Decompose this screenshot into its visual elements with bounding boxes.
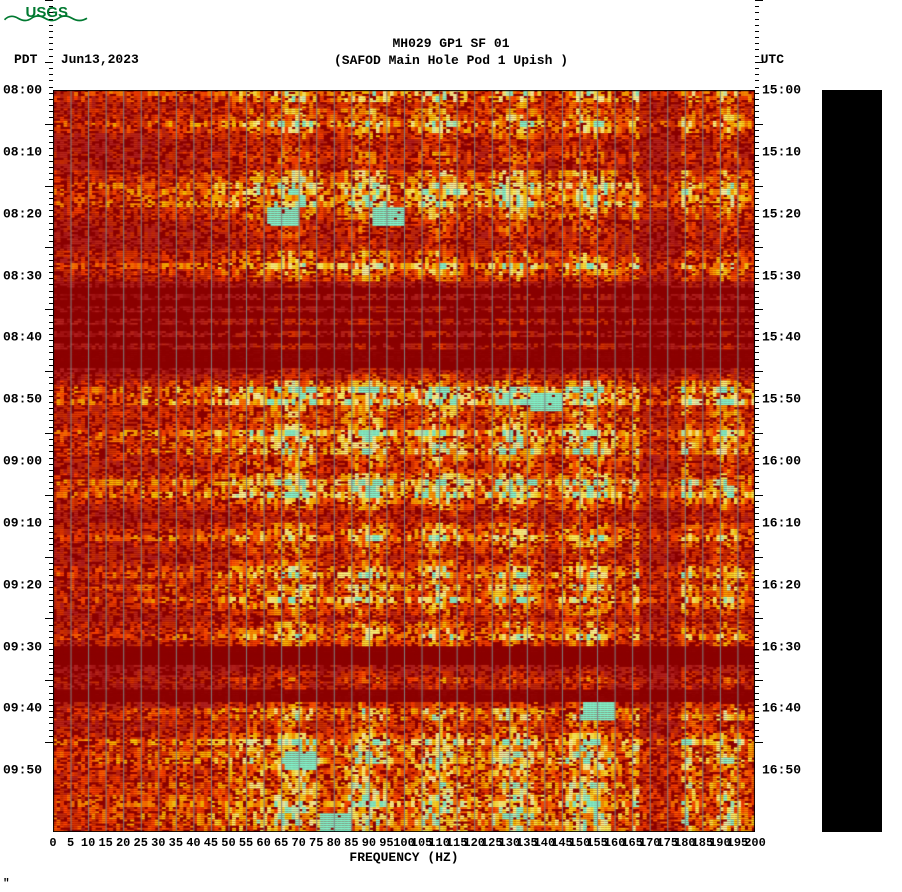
y-tick-label: 16:20 <box>762 577 801 592</box>
x-tick-label: 10 <box>81 836 95 850</box>
x-tick-label: 15 <box>98 836 112 850</box>
x-tick-label: 35 <box>169 836 183 850</box>
y-tick-label: 09:20 <box>3 577 42 592</box>
usgs-logo: USGS <box>3 3 93 29</box>
header-left: PDT Jun13,2023 <box>14 52 139 67</box>
tz-left: PDT <box>14 52 37 67</box>
y-tick-label: 09:10 <box>3 515 42 530</box>
x-axis-labels: 0510152025303540455055606570758085909510… <box>53 836 755 850</box>
x-tick-label: 70 <box>291 836 305 850</box>
y-tick-label: 16:00 <box>762 454 801 469</box>
x-tick-label: 75 <box>309 836 323 850</box>
y-tick-label: 08:00 <box>3 83 42 98</box>
x-tick-label: 40 <box>186 836 200 850</box>
y-tick-label: 08:10 <box>3 144 42 159</box>
x-tick-label: 30 <box>151 836 165 850</box>
y-tick-label: 09:40 <box>3 701 42 716</box>
y-tick-label: 15:30 <box>762 268 801 283</box>
x-tick-label: 55 <box>239 836 253 850</box>
y-axis-left: 08:0008:1008:2008:3008:4008:5009:0009:10… <box>3 90 51 832</box>
y-tick-label: 16:30 <box>762 639 801 654</box>
y-tick-label: 08:20 <box>3 206 42 221</box>
y-tick-label: 15:00 <box>762 83 801 98</box>
y-tick-label: 15:40 <box>762 330 801 345</box>
x-tick-label: 65 <box>274 836 288 850</box>
y-tick-label: 16:10 <box>762 515 801 530</box>
x-tick-label: 200 <box>744 836 766 850</box>
x-tick-label: 85 <box>344 836 358 850</box>
x-tick-label: 50 <box>221 836 235 850</box>
x-axis-title: FREQUENCY (HZ) <box>53 850 755 865</box>
y-tick-label: 09:50 <box>3 763 42 778</box>
x-tick-label: 90 <box>362 836 376 850</box>
x-tick-label: 80 <box>327 836 341 850</box>
x-tick-label: 45 <box>204 836 218 850</box>
y-tick-label: 16:50 <box>762 763 801 778</box>
y-tick-label: 15:10 <box>762 144 801 159</box>
svg-text:USGS: USGS <box>26 4 69 21</box>
spectrogram-plot <box>53 90 755 832</box>
x-tick-label: 20 <box>116 836 130 850</box>
x-tick-label: 25 <box>134 836 148 850</box>
y-tick-label: 09:00 <box>3 454 42 469</box>
x-tick-label: 0 <box>49 836 56 850</box>
y-tick-label: 08:40 <box>3 330 42 345</box>
x-tick-label: 60 <box>256 836 270 850</box>
title-line1: MH029 GP1 SF 01 <box>0 36 902 53</box>
date-left: Jun13,2023 <box>61 52 139 67</box>
y-tick-label: 15:20 <box>762 206 801 221</box>
y-tick-label: 16:40 <box>762 701 801 716</box>
y-tick-label: 09:30 <box>3 639 42 654</box>
corner-mark: " <box>3 878 10 890</box>
x-tick-label: 5 <box>67 836 74 850</box>
colorbar <box>822 90 882 832</box>
y-tick-label: 08:30 <box>3 268 42 283</box>
x-tick-label: 95 <box>379 836 393 850</box>
header-right: UTC <box>761 52 784 67</box>
y-tick-label: 08:50 <box>3 392 42 407</box>
y-tick-label: 15:50 <box>762 392 801 407</box>
tz-right: UTC <box>761 52 784 67</box>
y-axis-right: 15:0015:1015:2015:3015:4015:5016:0016:10… <box>762 90 810 832</box>
